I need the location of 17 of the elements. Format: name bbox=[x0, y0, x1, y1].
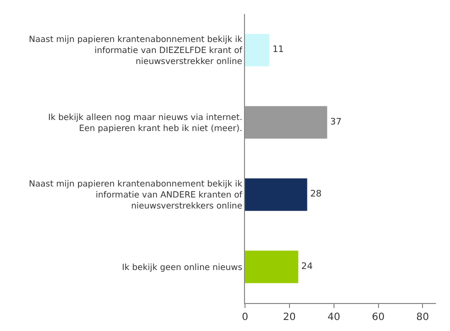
data-label: 24 bbox=[301, 262, 314, 272]
data-label: 11 bbox=[272, 45, 284, 56]
x-tick-label: 20 bbox=[283, 312, 296, 323]
data-label: 28 bbox=[310, 190, 322, 200]
bar bbox=[245, 250, 298, 284]
y-tick-label: Ik bekijk geen online nieuws bbox=[122, 262, 243, 273]
x-tick-label: 60 bbox=[372, 312, 385, 323]
x-tick-label: 0 bbox=[242, 312, 248, 323]
x-tick-label: 80 bbox=[416, 312, 430, 323]
x-tick-label: 40 bbox=[327, 312, 340, 323]
bar bbox=[245, 34, 270, 66]
y-tick-label: Ik bekijk alleen nog maar nieuws via internet. Een papieren krant heb ik niet (meer). bbox=[48, 112, 242, 134]
y-tick-label: Naast mijn papieren krantenabonnement bekijk ik informatie van DIEZELFDE krant of nieuwsverstrekker online bbox=[28, 35, 244, 68]
bar bbox=[245, 106, 328, 139]
data-label: 37 bbox=[330, 117, 342, 128]
y-tick-label: Naast mijn papieren krantenabonnement bekijk ik informatie van ANDERE kranten of nieuwsverstrekkers online bbox=[28, 180, 244, 212]
bar bbox=[245, 178, 308, 211]
